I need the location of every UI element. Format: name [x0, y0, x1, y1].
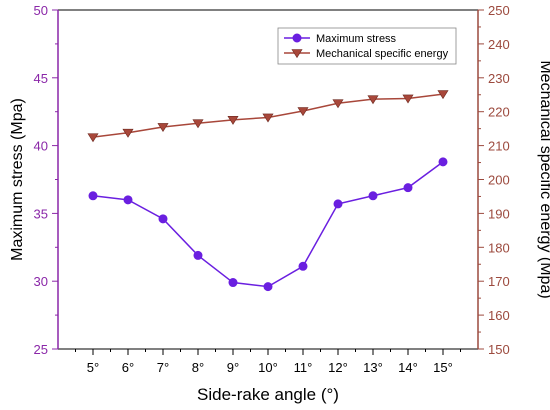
data-point: [402, 94, 414, 104]
x-tick-label: 5°: [87, 360, 99, 375]
data-point: [158, 214, 168, 224]
right-tick-label: 150: [488, 342, 510, 357]
data-point: [227, 116, 239, 125]
left-tick-label: 25: [34, 342, 48, 357]
x-axis: 5° 6° 7° 8° 9° 10° 11° 12° 13° 14° 15°: [75, 349, 461, 375]
x-tick-label: 9°: [227, 360, 239, 375]
x-tick-label: 10°: [258, 360, 278, 375]
data-point: [122, 128, 134, 138]
right-tick-label: 200: [488, 173, 510, 188]
left-tick-label: 35: [34, 206, 48, 221]
x-tick-label: 13°: [363, 360, 383, 375]
data-point: [88, 191, 98, 201]
data-point: [403, 183, 413, 193]
data-point: [438, 157, 448, 167]
left-tick-label: 40: [34, 139, 48, 154]
x-tick-label: 11°: [294, 360, 313, 375]
left-y-axis: 25 30 35 40 45 50: [34, 3, 58, 357]
x-tick-label: 8°: [192, 360, 204, 375]
legend-label: Mechanical specific energy: [316, 48, 449, 60]
data-point: [437, 90, 449, 100]
right-tick-label: 220: [488, 105, 510, 120]
series-line: [92, 161, 444, 288]
data-point: [332, 99, 344, 109]
legend: Maximum stress Mechanical specific energy: [277, 27, 457, 65]
legend-swatch-marker: [292, 33, 302, 43]
data-point: [123, 195, 133, 205]
right-tick-label: 240: [488, 37, 510, 52]
right-y-axis: 150 160 170 180 190 200 210 220 230 240 250: [478, 3, 510, 357]
right-tick-label: 210: [488, 139, 510, 154]
right-tick-label: 170: [488, 274, 510, 289]
legend-swatch-marker: [291, 49, 303, 59]
data-point: [367, 95, 379, 105]
legend-label: Maximum stress: [316, 33, 397, 45]
x-tick-label: 12°: [328, 360, 348, 375]
series-2: [87, 90, 449, 143]
left-tick-label: 30: [34, 274, 48, 289]
data-point: [368, 191, 378, 201]
legend-box: [277, 27, 457, 65]
series-layer: [87, 90, 449, 292]
right-tick-label: 160: [488, 308, 510, 323]
data-point: [262, 113, 274, 123]
right-tick-label: 180: [488, 240, 510, 255]
x-tick-label: 7°: [157, 360, 169, 375]
x-tick-label: 14°: [398, 360, 418, 375]
x-tick-label: 15°: [433, 360, 453, 375]
data-point: [193, 250, 203, 260]
left-y-axis-title: Maximum stress (Mpa): [9, 98, 26, 261]
data-point: [263, 282, 273, 292]
data-point: [87, 133, 99, 143]
x-tick-label: 6°: [122, 360, 134, 375]
series-1: [88, 157, 448, 292]
right-tick-label: 190: [488, 206, 510, 221]
data-point: [298, 261, 308, 271]
left-tick-label: 45: [34, 71, 48, 86]
x-axis-title: Side-rake angle (°): [197, 385, 339, 404]
data-point: [228, 278, 238, 288]
data-point: [297, 107, 309, 117]
right-y-axis-title: Mechanical specific energy (Mpa): [537, 60, 550, 298]
data-point: [157, 123, 169, 133]
right-tick-label: 250: [488, 3, 510, 18]
data-point: [192, 119, 204, 129]
left-tick-label: 50: [34, 3, 48, 18]
data-point: [333, 199, 343, 209]
right-tick-label: 230: [488, 71, 510, 86]
